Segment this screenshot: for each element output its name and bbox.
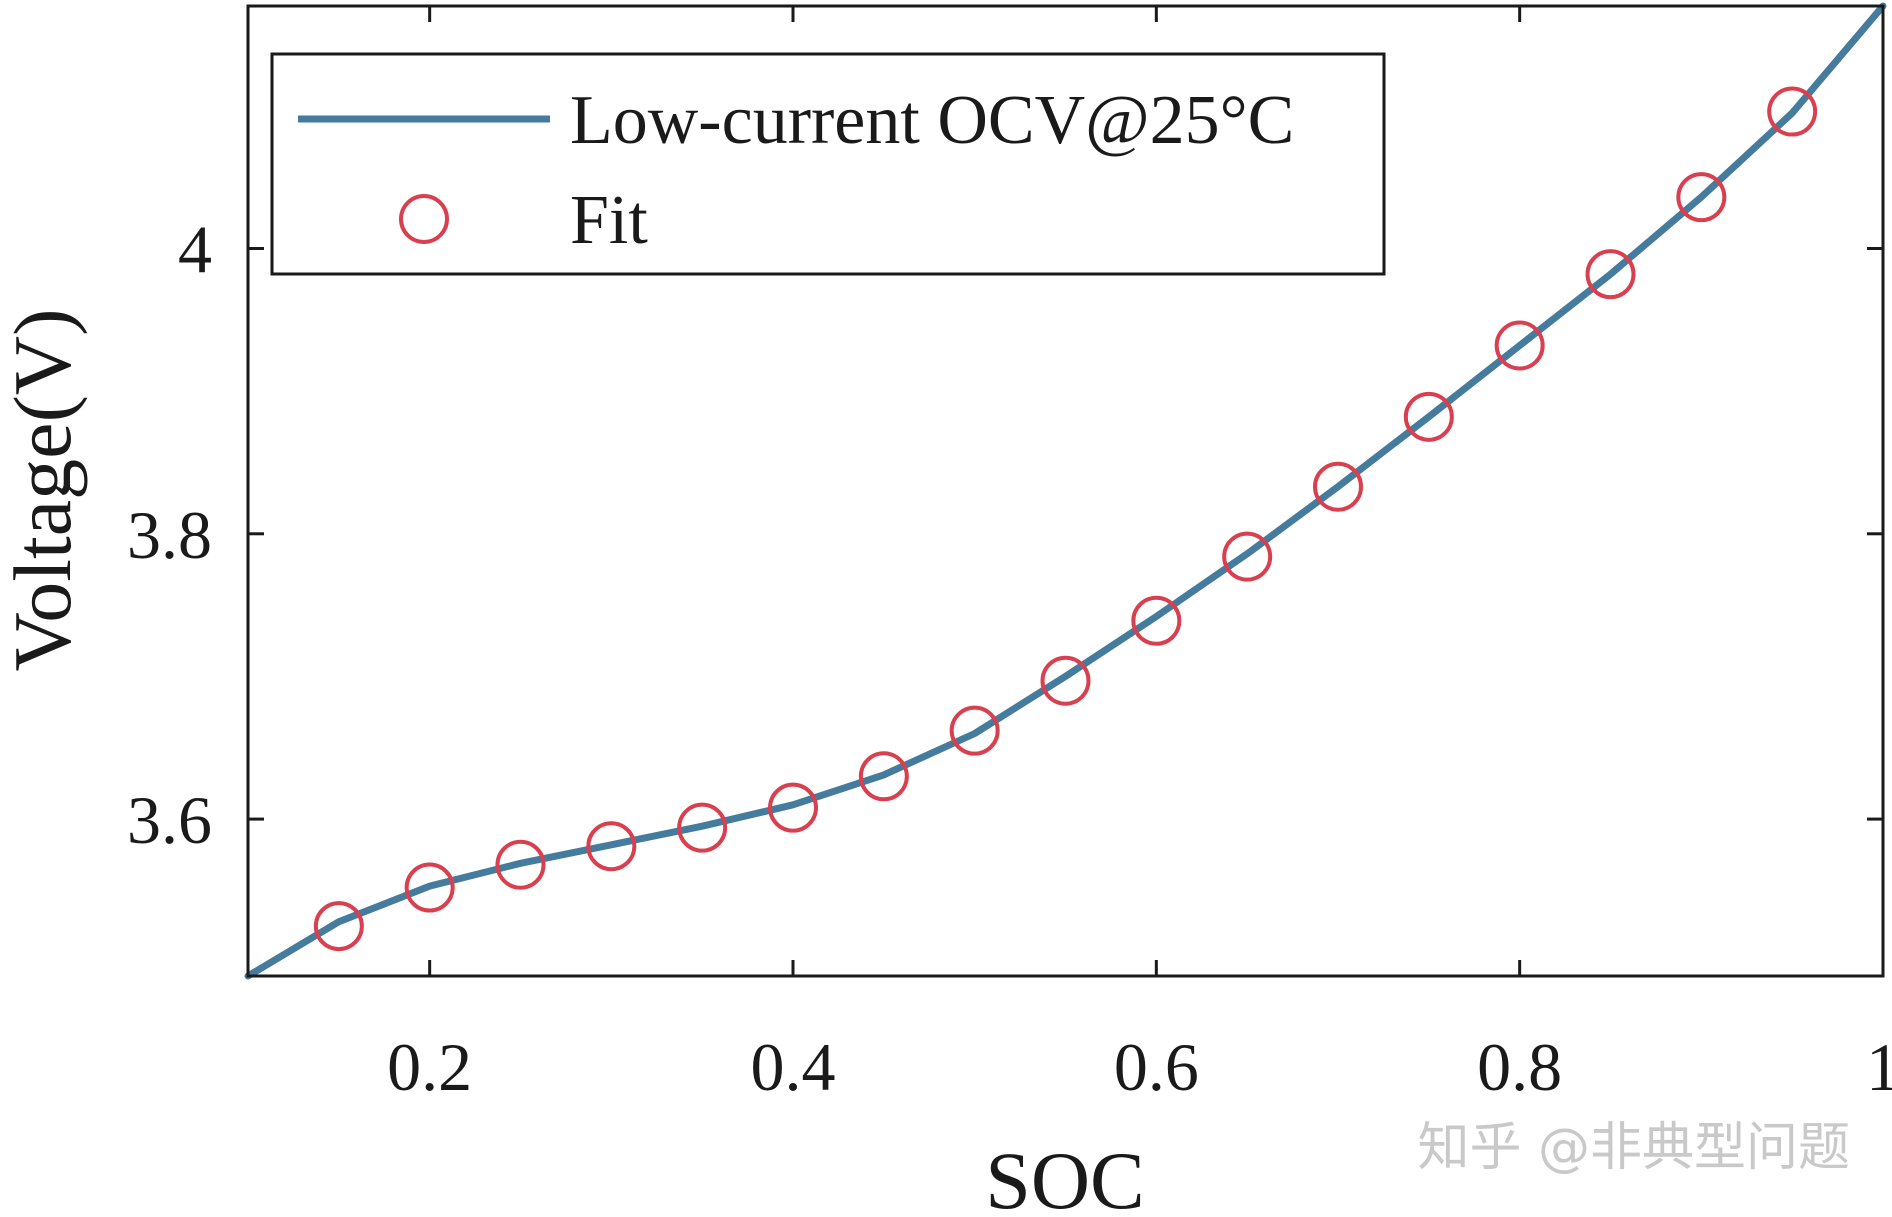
legend-label-fit: Fit bbox=[570, 182, 648, 259]
fit-point-marker bbox=[768, 782, 818, 833]
fit-point-marker bbox=[586, 821, 637, 872]
y-axis-title: Voltage(V) bbox=[0, 309, 88, 672]
plot-frame bbox=[246, 4, 1885, 978]
plot-series bbox=[244, 2, 1887, 980]
watermark: 知乎 @非典型问题 bbox=[1417, 1118, 1850, 1178]
y-tick-label: 4 bbox=[178, 212, 212, 288]
fit-point-marker bbox=[1131, 595, 1182, 646]
fit-point-marker bbox=[404, 862, 455, 913]
fit-point-marker bbox=[1403, 391, 1454, 442]
legend: Low-current OCV@25°C Fit bbox=[270, 52, 1386, 276]
fit-point-marker bbox=[1313, 461, 1363, 512]
x-tick-label: 0.2 bbox=[387, 1029, 472, 1105]
legend-box bbox=[270, 52, 1386, 276]
fit-point-marker bbox=[1676, 172, 1727, 223]
ocv-curve-line bbox=[244, 2, 1887, 980]
legend-label-ocv: Low-current OCV@25°C bbox=[570, 82, 1294, 159]
legend-circle-swatch bbox=[399, 194, 449, 244]
fit-point-marker bbox=[677, 802, 728, 853]
y-tick-label: 3.8 bbox=[127, 497, 212, 573]
fit-point-marker bbox=[1222, 531, 1273, 582]
fit-point-marker bbox=[313, 901, 364, 952]
tick-labels: 0.2 0.4 0.6 0.8 1 3.6 3.8 4 bbox=[127, 212, 1892, 1106]
fit-point-marker bbox=[949, 705, 1000, 756]
y-tick-label: 3.6 bbox=[127, 782, 212, 858]
x-tick-label: 0.6 bbox=[1114, 1029, 1199, 1105]
fit-point-marker bbox=[1767, 86, 1818, 137]
x-axis-title: SOC bbox=[985, 1135, 1145, 1217]
fit-point-marker bbox=[858, 751, 909, 802]
x-tick-label: 0.8 bbox=[1477, 1029, 1562, 1105]
x-tick-label: 1 bbox=[1866, 1029, 1892, 1105]
x-tick-label: 0.4 bbox=[751, 1029, 836, 1105]
fit-point-marker bbox=[1585, 249, 1636, 300]
fit-point-marker bbox=[1494, 320, 1545, 371]
fit-point-marker bbox=[495, 839, 546, 890]
fit-point-marker bbox=[1040, 655, 1091, 706]
